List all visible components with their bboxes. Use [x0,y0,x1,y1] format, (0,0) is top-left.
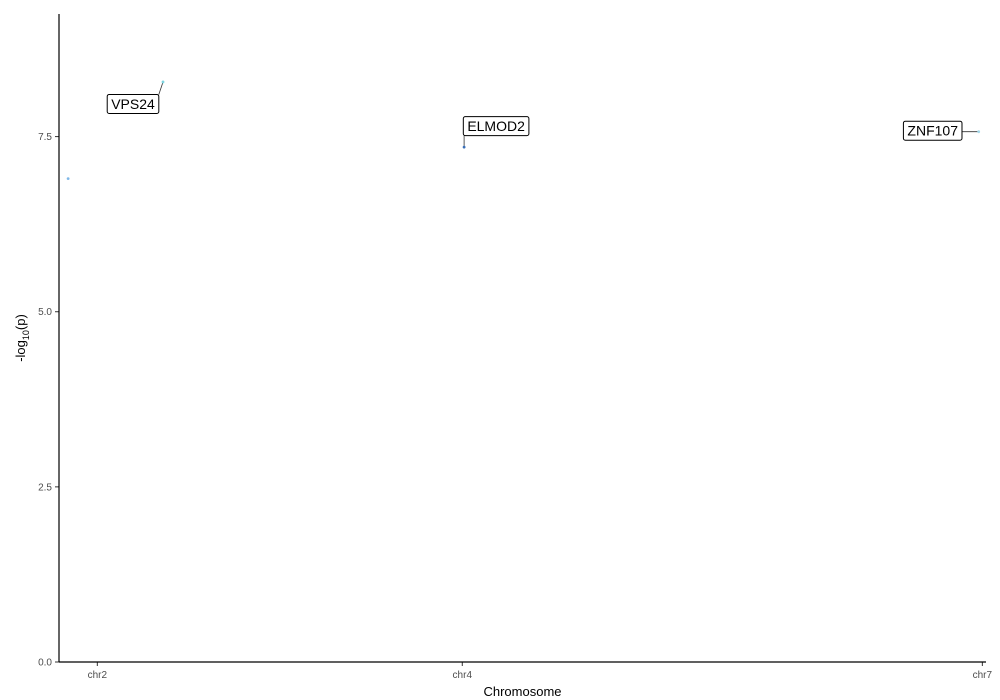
x-tick-label: chr4 [453,670,473,681]
gene-labels: VPS24 ELMOD2 ZNF107 [106,93,963,141]
x-axis-title: Chromosome [483,684,561,699]
data-point [66,177,70,181]
y-tick-label: 2.5 [38,482,52,493]
gene-label-box [902,120,963,141]
data-point [161,80,165,84]
data-point [462,145,466,149]
y-title-suffix: (p) [13,314,28,330]
x-tick-label: chr7 [973,670,993,681]
y-tick-label: 7.5 [38,132,52,143]
data-points [66,80,981,181]
label-connector [158,81,164,95]
data-point [977,130,981,134]
y-axis-title: -log10(p) [13,314,31,362]
y-axis-ticks: 0.0 2.5 5.0 7.5 [38,132,59,669]
gene-label: ZNF107 [902,120,963,141]
gene-label: VPS24 [106,93,160,114]
gene-label-text: ELMOD2 [467,118,525,134]
gene-label-box [106,93,160,114]
label-connectors [158,81,979,148]
y-tick-label: 5.0 [38,307,52,318]
y-title-subscript: 10 [21,330,31,340]
gene-label-text: VPS24 [111,96,155,112]
y-tick-label: 0.0 [38,658,52,669]
x-tick-label: chr2 [88,670,108,681]
gene-label: ELMOD2 [462,116,530,137]
x-axis-ticks: chr2 chr4 chr7 [88,662,993,681]
gene-label-text: ZNF107 [907,123,958,139]
y-title-prefix: -log [13,340,28,362]
gene-label-box [462,116,530,137]
